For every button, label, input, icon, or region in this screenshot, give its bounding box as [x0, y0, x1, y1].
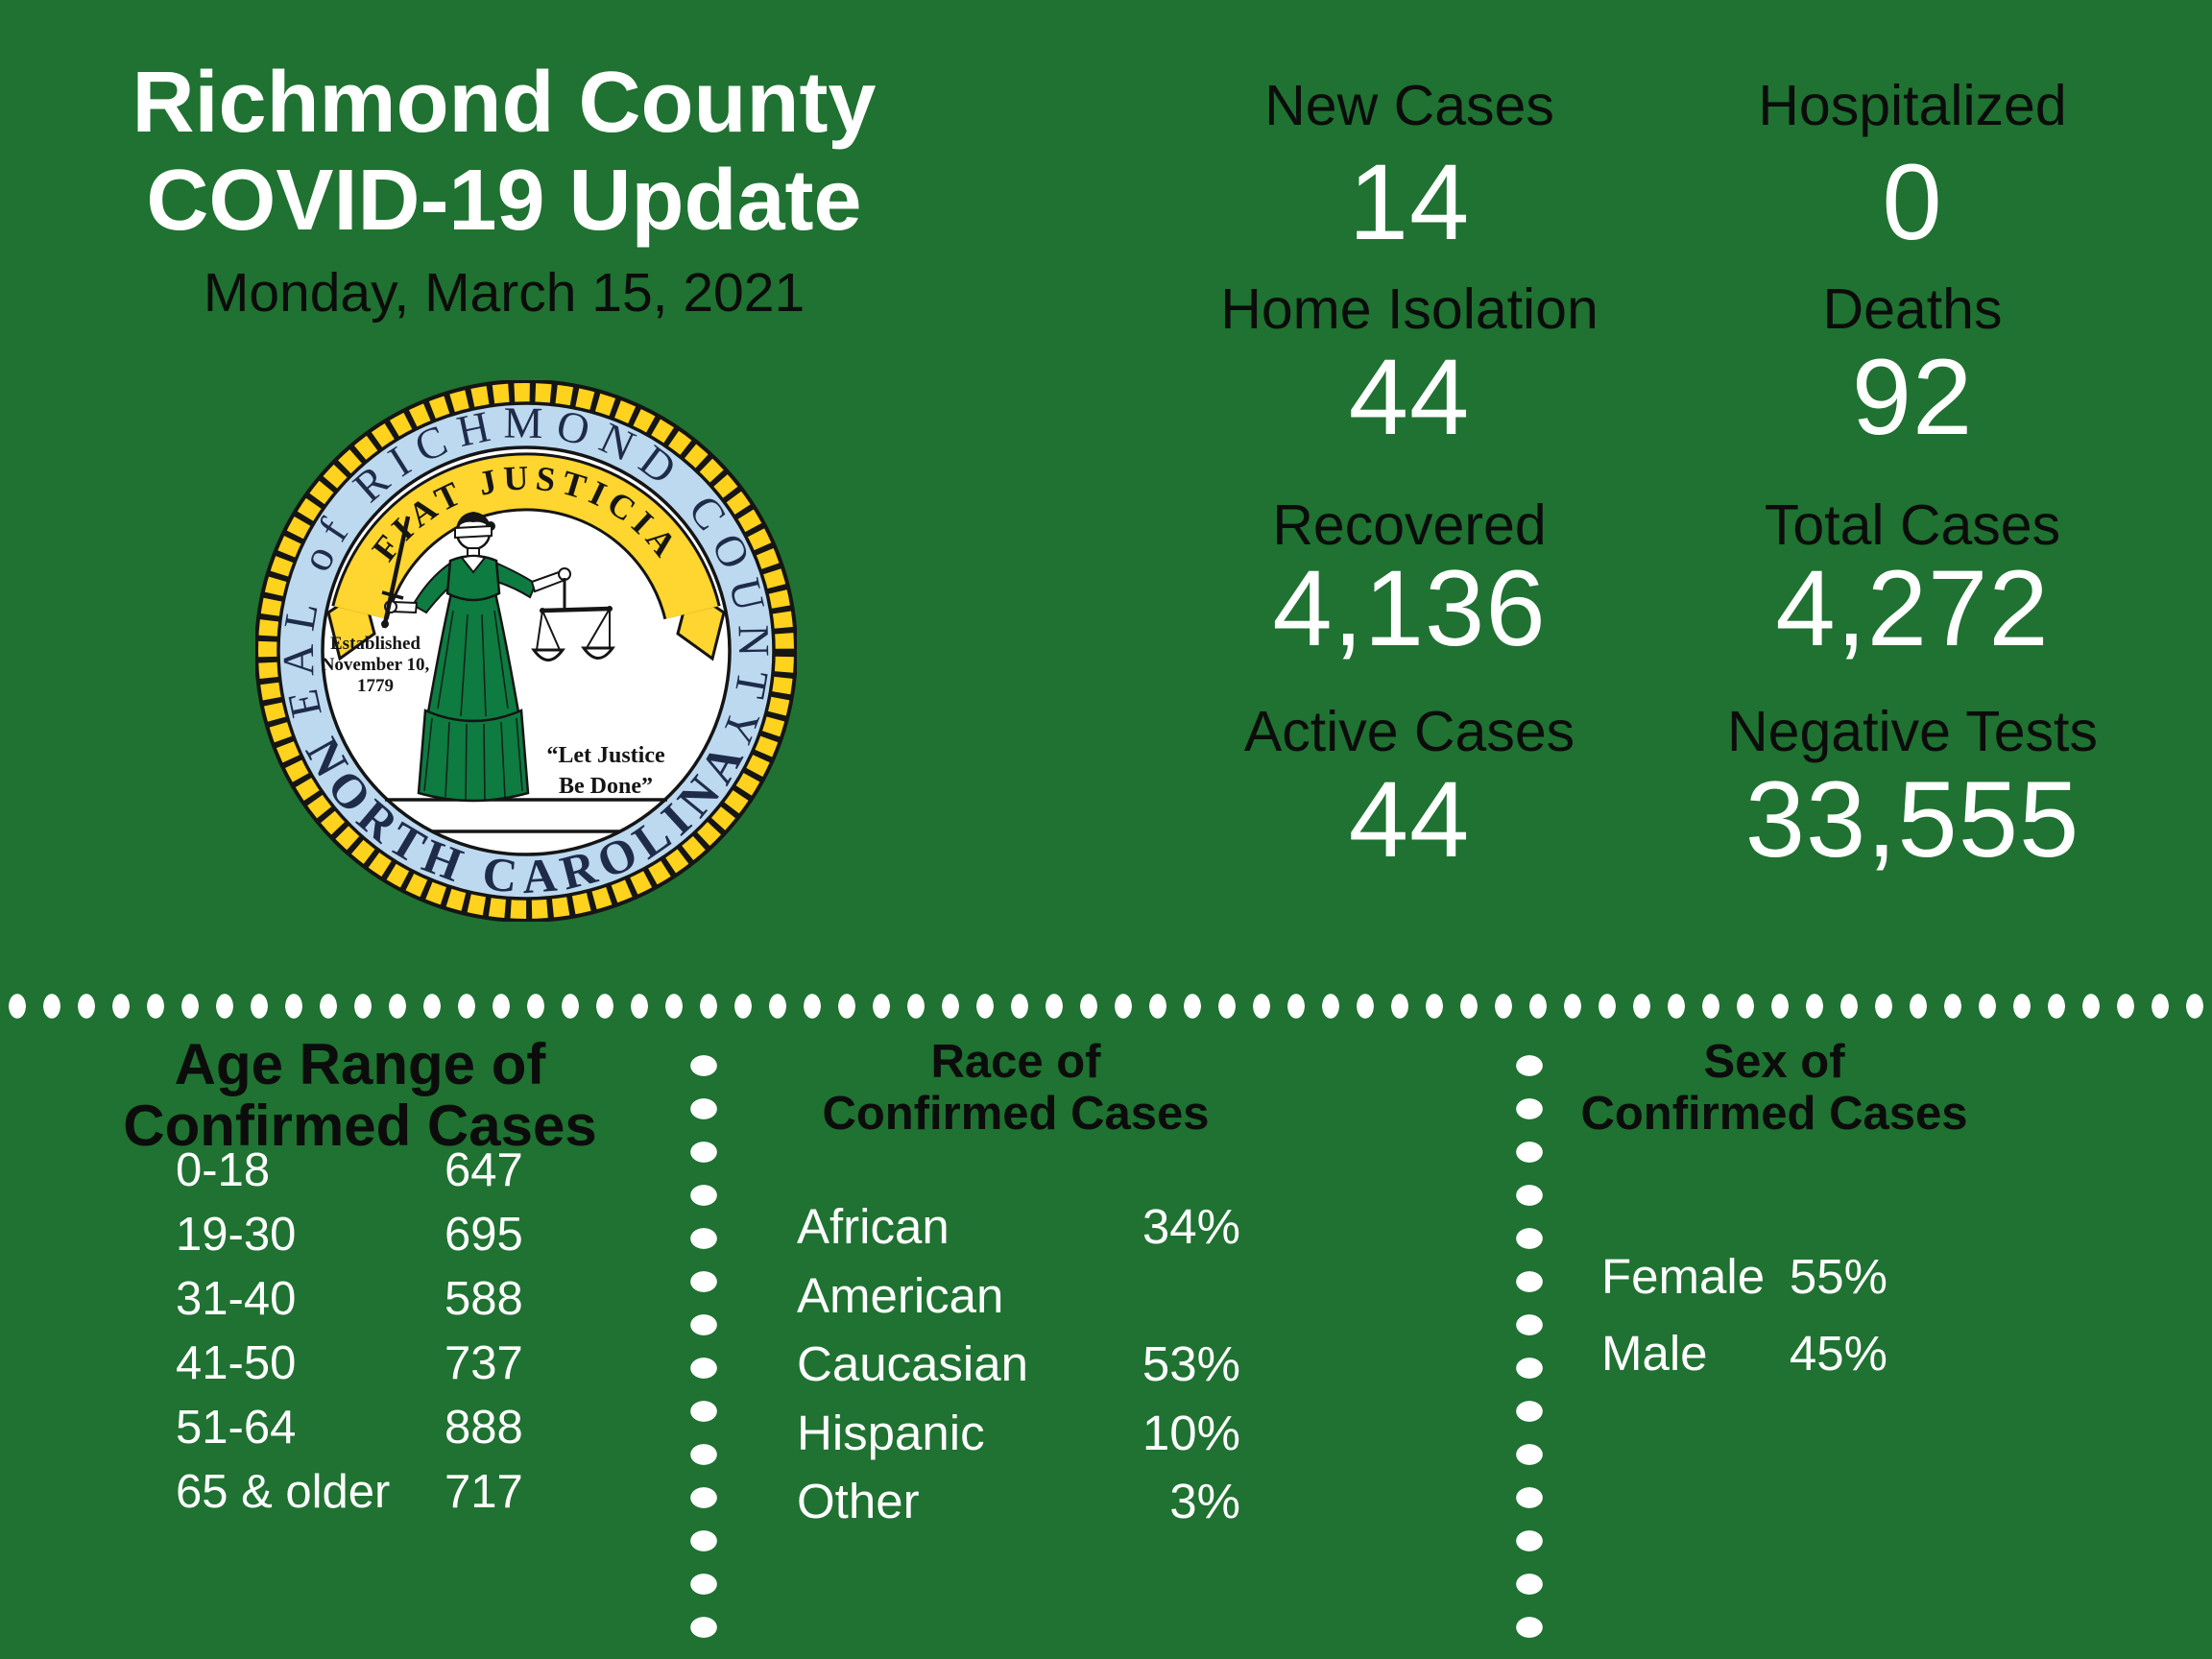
stat-negative-tests-value: 33,555	[1744, 759, 2080, 879]
age-range-label: 51-64	[176, 1402, 297, 1454]
age-table: 0-18 647 19-30 695 31-40 588 41-50 737 5…	[176, 1139, 533, 1525]
race-label: Caucasian	[797, 1336, 1028, 1391]
age-range-value: 647	[445, 1144, 523, 1196]
age-range-label: 41-50	[176, 1337, 297, 1389]
race-row: Caucasian 53%	[797, 1330, 1240, 1399]
age-row: 51-64 888	[176, 1396, 533, 1460]
age-range-label: 65 & older	[176, 1466, 391, 1518]
stat-deaths-value: 92	[1851, 337, 1974, 457]
race-label: Hispanic	[797, 1405, 985, 1460]
race-value: 10%	[1142, 1405, 1240, 1460]
race-value: 34%	[1142, 1199, 1240, 1254]
stat-recovered-label: Recovered	[1272, 493, 1547, 557]
stat-new-cases-label: New Cases	[1264, 74, 1554, 137]
sex-label: Female	[1601, 1249, 1766, 1304]
race-row: Other 3%	[797, 1467, 1240, 1536]
sword-icon	[381, 516, 411, 629]
lady-justice-figure	[381, 512, 615, 803]
svg-text:Be Done”: Be Done”	[559, 774, 653, 799]
dotted-divider-left	[687, 1045, 720, 1659]
race-section-title: Race of Confirmed Cases	[728, 1036, 1304, 1140]
age-range-value: 588	[445, 1273, 523, 1325]
seal-established-text: Established November 10, 1779	[322, 634, 430, 696]
race-value: 3%	[1169, 1474, 1240, 1528]
page-title-line1: Richmond County	[132, 55, 877, 151]
stat-total-cases-label: Total Cases	[1764, 493, 2061, 557]
age-range-value: 695	[445, 1209, 523, 1261]
sex-row: Male 45%	[1601, 1315, 1887, 1392]
race-label: Other	[797, 1474, 920, 1528]
age-range-value: 717	[445, 1466, 523, 1518]
race-value: 53%	[1142, 1336, 1240, 1391]
age-range-label: 19-30	[176, 1209, 297, 1261]
stat-active-cases-label: Active Cases	[1243, 700, 1575, 763]
svg-text:Established: Established	[330, 634, 421, 654]
age-row: 0-18 647	[176, 1139, 533, 1203]
stat-hospitalized-value: 0	[1882, 142, 1943, 262]
sex-value: 55%	[1789, 1249, 1887, 1304]
age-section-title: Age Range of Confirmed Cases	[72, 1034, 648, 1157]
sex-section-title-line2: Confirmed Cases	[1580, 1088, 1968, 1140]
sex-section-title: Sex of Confirmed Cases	[1486, 1036, 2062, 1140]
race-section-title-line2: Confirmed Cases	[822, 1088, 1210, 1140]
page-title: Richmond County COVID-19 Update	[115, 54, 893, 250]
stat-hospitalized-label: Hospitalized	[1758, 74, 2067, 137]
age-range-value: 888	[445, 1402, 523, 1454]
stat-home-isolation-value: 44	[1348, 337, 1471, 457]
age-row: 41-50 737	[176, 1332, 533, 1396]
stat-active-cases-value: 44	[1348, 759, 1471, 879]
race-label: African American	[797, 1199, 1004, 1323]
sex-table: Female 55% Male 45%	[1601, 1238, 1887, 1392]
race-row: Hispanic 10%	[797, 1399, 1240, 1468]
seal-motto-text: “Let Justice Be Done”	[546, 743, 665, 799]
age-section-title-line1: Age Range of	[174, 1032, 546, 1096]
svg-text:1779: 1779	[357, 676, 394, 696]
age-section-title-line2: Confirmed Cases	[123, 1094, 597, 1158]
stat-recovered-value: 4,136	[1272, 548, 1547, 668]
stat-new-cases-value: 14	[1348, 142, 1471, 262]
page-title-line2: COVID-19 Update	[146, 153, 862, 249]
race-row: African American 34%	[797, 1192, 1240, 1330]
stat-deaths-label: Deaths	[1822, 277, 2003, 341]
svg-text:November 10,: November 10,	[322, 655, 430, 675]
race-section-title-line1: Race of	[930, 1036, 1101, 1088]
stat-home-isolation-label: Home Isolation	[1220, 277, 1599, 341]
richmond-county-seal: SEAL of RICHMOND COUNTY NORTH CAROLINA F…	[255, 380, 797, 922]
age-range-value: 737	[445, 1337, 523, 1389]
age-row: 65 & older 717	[176, 1460, 533, 1525]
sex-label: Male	[1601, 1326, 1708, 1381]
stat-negative-tests-label: Negative Tests	[1727, 700, 2098, 763]
scales-of-justice-icon	[531, 578, 615, 661]
report-date: Monday, March 15, 2021	[203, 262, 805, 324]
dotted-divider-right	[1513, 1045, 1546, 1659]
sex-section-title-line1: Sex of	[1703, 1036, 1845, 1088]
seal-ground-lines	[385, 798, 667, 833]
age-row: 31-40 588	[176, 1267, 533, 1332]
sex-row: Female 55%	[1601, 1238, 1887, 1315]
dotted-divider-horizontal	[0, 994, 2212, 1019]
race-table: African American 34% Caucasian 53% Hispa…	[797, 1192, 1240, 1536]
age-range-label: 31-40	[176, 1273, 297, 1325]
svg-text:“Let Justice: “Let Justice	[546, 743, 665, 768]
sex-value: 45%	[1789, 1326, 1887, 1381]
stat-total-cases-value: 4,272	[1775, 548, 2050, 668]
age-row: 19-30 695	[176, 1203, 533, 1267]
age-range-label: 0-18	[176, 1144, 271, 1196]
blindfold	[454, 524, 493, 540]
